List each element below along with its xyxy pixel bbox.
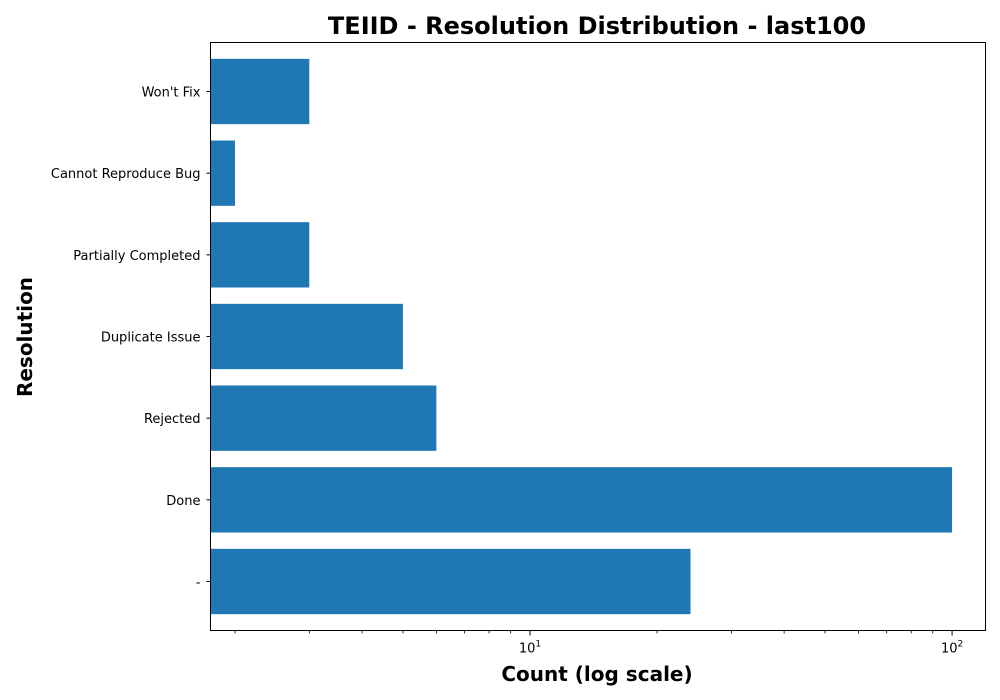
- bars-group: [210, 58, 953, 615]
- y-tick-label: Won't Fix: [142, 86, 201, 101]
- x-tick-label: 102: [941, 640, 963, 657]
- x-tick-label: 101: [519, 640, 541, 657]
- y-tick-label: Duplicate Issue: [101, 331, 201, 346]
- plot-frame: [210, 42, 986, 631]
- bar-rejected: [210, 385, 437, 451]
- y-axis-ticks: - Done Rejected Duplicate Issue Partially Co…: [51, 86, 211, 591]
- x-axis-label: Count (log scale): [501, 662, 692, 686]
- x-axis-ticks: 101 102: [234, 630, 963, 657]
- bar-unset: [210, 548, 691, 615]
- y-tick-label: Partially Completed: [73, 249, 200, 264]
- y-axis-label: Resolution: [13, 277, 37, 397]
- bar-done: [210, 467, 953, 533]
- bar-won-t-fix: [210, 58, 310, 125]
- chart-title: TEIID - Resolution Distribution - last10…: [328, 12, 866, 40]
- y-tick-label: -: [196, 576, 201, 591]
- y-tick-label: Cannot Reproduce Bug: [51, 167, 201, 182]
- y-tick-label: Rejected: [144, 412, 201, 427]
- y-tick-label: Done: [166, 494, 200, 509]
- bar-duplicate-issue: [210, 303, 403, 370]
- bar-partially-completed: [210, 222, 310, 288]
- bar-cannot-reproduce-bug: [210, 140, 235, 206]
